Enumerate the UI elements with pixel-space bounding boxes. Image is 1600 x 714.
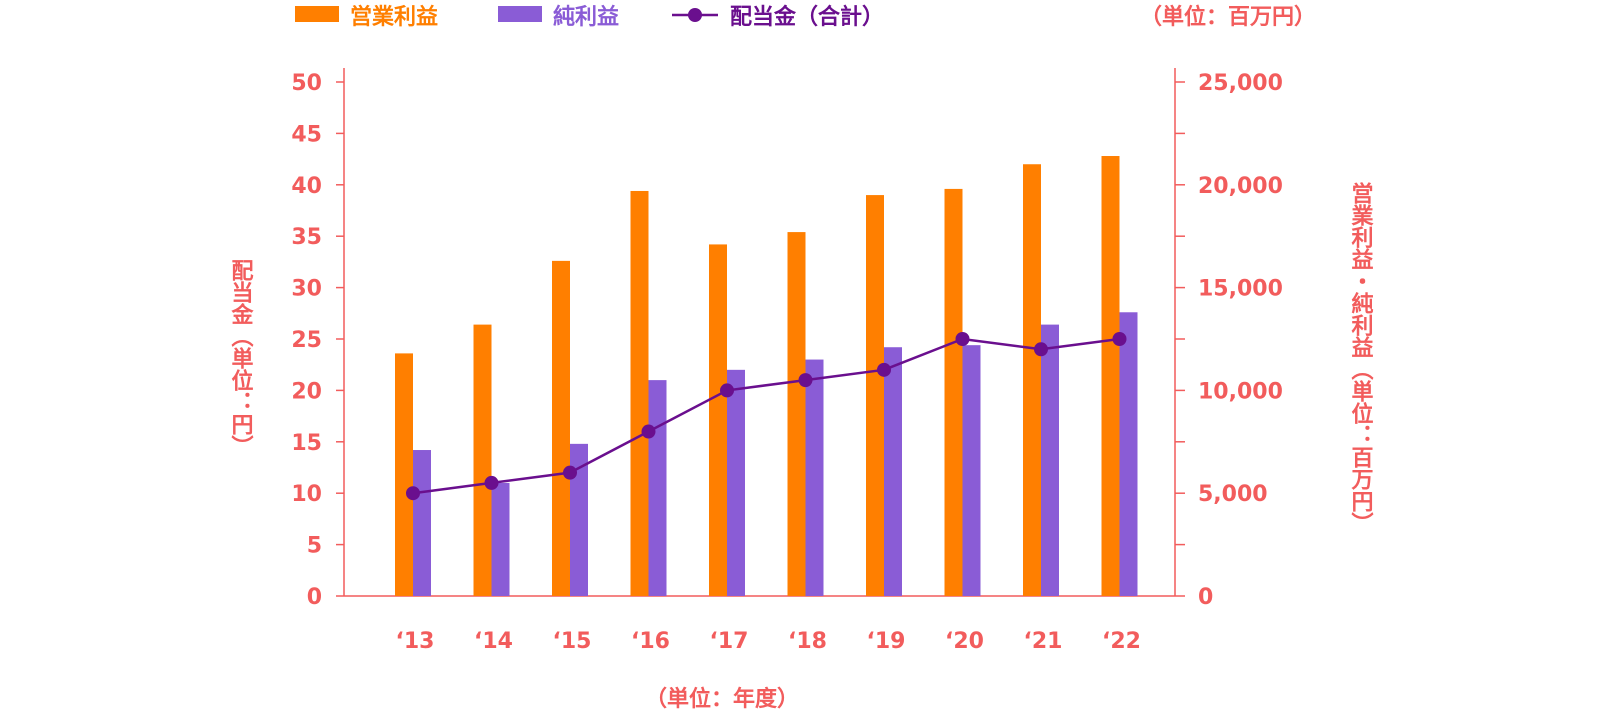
x-tick-label: ‘20 [945,629,984,654]
left-tick-label: 35 [291,225,322,250]
legend-label-dividend: 配当金（合計） [730,4,884,30]
right-axis-title: 営業利益・純利益（単位：百万円） [1348,181,1375,534]
x-tick-label: ‘22 [1102,629,1141,654]
left-tick-label: 5 [307,534,322,559]
bar-net-profit [805,359,824,596]
unit-label: （単位：百万円） [1140,4,1316,30]
dividend-point [798,373,813,388]
bar-net-profit [884,347,902,596]
left-tick-label: 20 [291,379,322,404]
dividend-point [955,332,970,346]
left-axis-title: 配当金（単位：円） [228,259,255,457]
right-tick-label: 10,000 [1198,379,1283,404]
x-tick-label: ‘18 [788,629,827,654]
bar-operating-profit [866,195,884,596]
bar-net-profit [413,450,431,596]
right-tick-label: 25,000 [1198,71,1283,96]
bar-net-profit [1119,312,1138,596]
bar-operating-profit [944,188,963,597]
x-tick-label: ‘19 [867,629,906,654]
x-tick-label: ‘13 [396,629,435,654]
left-tick-label: 45 [291,122,322,147]
left-tick-label: 50 [291,71,322,96]
bar-operating-profit [787,232,806,596]
bar-operating-profit [395,353,413,596]
x-tick-label: ‘15 [553,629,592,654]
right-tick-label: 15,000 [1198,277,1283,302]
legend-label-operating-profit: 営業利益 [350,4,438,30]
legend-label-net-profit: 純利益 [553,4,619,30]
right-tick-label: 20,000 [1198,174,1283,199]
bar-net-profit [570,443,588,596]
dividend-line [412,337,1120,495]
axes: 0 5 10 15 20 25 30 35 40 45 50 0 5,000 10,000 15,000 20… [291,68,1283,654]
x-tick-label: ‘17 [710,629,749,654]
legend-marker-dividend [688,8,702,22]
left-tick-label: 25 [291,328,322,353]
bar-operating-profit [630,190,649,596]
bar-operating-profit [1101,156,1120,597]
dividend-point [484,475,499,490]
dividend-point [877,362,891,377]
bar-operating-profit [473,324,492,596]
legend: 営業利益 純利益 配当金（合計） [295,4,884,30]
bar-net-profit [491,482,510,596]
dividend-point [641,424,656,439]
dividend-point [406,486,420,501]
bar-operating-profit [709,244,727,596]
left-tick-label: 10 [291,482,322,507]
right-tick-label: 5,000 [1198,482,1268,507]
bar-operating-profit [1023,164,1041,597]
x-tick-label: ‘21 [1024,629,1063,654]
bar-net-profit [727,369,745,596]
dividend-point [1034,342,1048,357]
bar-net-profit [648,380,667,596]
dividend-line-layer [406,332,1127,501]
left-tick-label: 40 [291,174,322,199]
legend-swatch-net-profit [498,6,542,22]
x-axis-title: （単位：年度） [645,686,799,712]
dividend-point [1112,332,1127,346]
right-tick-label: 0 [1198,585,1213,610]
dividend-point [720,383,734,398]
x-tick-label: ‘14 [474,629,513,654]
bar-net-profit [962,345,981,596]
legend-swatch-operating-profit [295,6,339,22]
bar-net-profit [1041,324,1059,596]
dividend-point [563,465,577,480]
left-tick-label: 15 [291,431,322,456]
bar-operating-profit [552,260,570,596]
left-tick-label: 0 [307,585,322,610]
bars [395,156,1138,597]
x-tick-label: ‘16 [631,629,670,654]
left-tick-label: 30 [291,277,322,302]
